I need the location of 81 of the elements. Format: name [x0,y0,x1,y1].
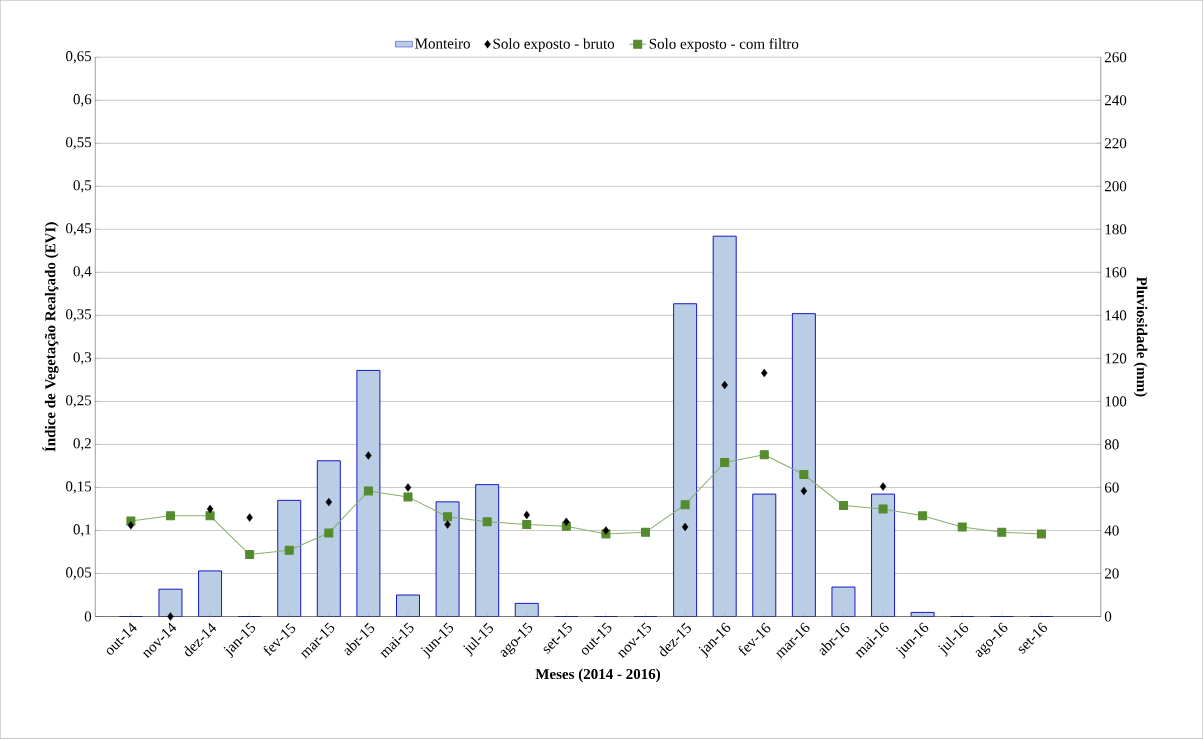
point [165,511,175,521]
y2-tick-label: 40 [1104,525,1119,536]
point [245,550,255,560]
legend-label: Monteiro [415,38,470,49]
point [838,501,848,511]
point [325,497,333,507]
y-tick-label: 0,55 [66,137,92,150]
y-tick-label: 0,35 [66,309,92,322]
bar [475,484,499,617]
bar [871,494,895,617]
y2-tick-label: 180 [1105,224,1127,235]
bar [752,494,776,617]
bar [673,303,697,617]
legend-label: Solo exposto - bruto [493,38,615,52]
point [443,512,453,522]
bar [713,236,737,617]
y-tick-label: 0,6 [73,94,92,107]
point [127,521,135,530]
point [997,527,1007,537]
point [800,486,808,496]
y2-tick-label: 20 [1104,568,1119,579]
point [1036,529,1046,539]
y-tick-label: 0,05 [66,567,92,580]
point [641,527,651,537]
y-tick-label: 0,45 [66,223,92,236]
point [404,483,412,492]
point [878,504,888,514]
y2-tick-label: 80 [1104,439,1119,450]
bar [277,500,301,617]
y2-tick-label: 260 [1104,52,1127,63]
point [720,458,730,468]
y-tick-label: 0,65 [66,51,92,64]
y2-tick-label: 140 [1105,310,1127,321]
x-axis-title: Meses (2014 - 2016) [535,668,661,683]
point [363,486,373,496]
y2-axis-title: Pluviosidade (mm) [1133,276,1148,397]
legend-label: Solo exposto - com filtro [649,38,799,53]
y2-tick-label: 240 [1104,95,1127,106]
y-tick-label: 0,15 [66,481,92,494]
y2-tick-label: 100 [1105,396,1127,407]
y2-tick-label: 200 [1104,181,1127,192]
y2-tick-label: 60 [1104,482,1119,493]
y2-tick-label: 120 [1105,353,1127,364]
y2-tick-label: 0 [1104,611,1112,622]
point [759,450,769,460]
point [482,517,492,527]
point [799,470,809,480]
bar [198,571,222,617]
point [206,504,214,514]
y2-tick-label: 220 [1104,138,1127,149]
point [957,522,967,532]
y-tick-label: 0,2 [73,438,91,451]
point [246,513,253,522]
y-tick-label: 0,4 [73,266,92,279]
point [563,517,570,527]
point [522,520,532,530]
point [205,511,215,521]
point [681,522,689,532]
point [284,545,294,555]
point [879,482,887,491]
point [602,526,610,535]
point [761,368,768,378]
bar [792,313,816,617]
point [721,380,728,390]
y-tick-label: 0,3 [73,352,92,365]
point [444,520,451,529]
y-tick-label: 0,5 [73,180,92,193]
y-tick-label: 0,1 [73,524,91,537]
point [324,528,334,538]
point [167,612,174,621]
point [403,492,413,502]
y-tick-label: 0 [84,611,92,622]
point [365,451,372,460]
point [680,500,690,510]
bar [356,370,380,617]
bar [317,460,341,617]
y2-tick-label: 160 [1105,267,1127,278]
y-tick-label: 0,25 [66,395,92,408]
y-axis-title: Índice de Vegetação Realçado (EVI) [42,222,59,452]
point [918,511,928,521]
point [523,510,530,520]
